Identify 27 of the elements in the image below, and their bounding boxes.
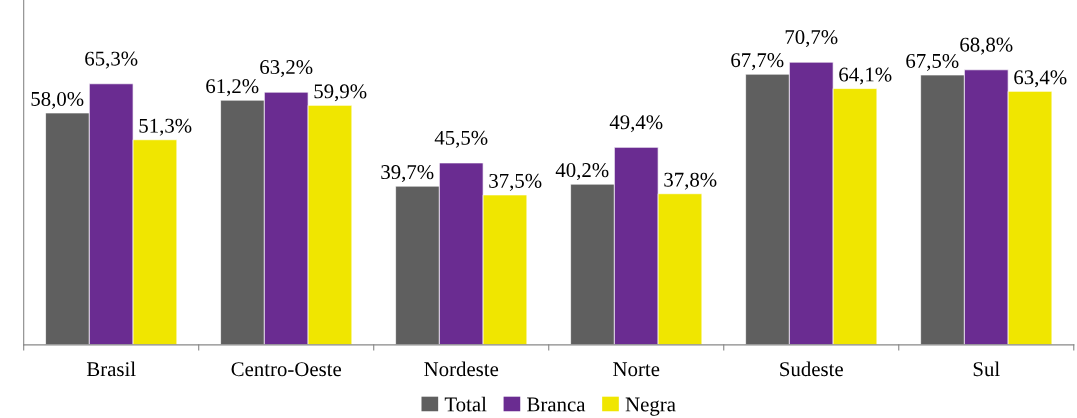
x-tick-label: Nordeste [424, 361, 499, 377]
data-label: 45,5% [434, 130, 488, 148]
data-label: 67,7% [731, 53, 784, 71]
data-label: 37,8% [664, 172, 717, 190]
data-label: 37,5% [489, 173, 542, 191]
data-label: 68,8% [960, 37, 1013, 55]
x-tick-label: Sudeste [780, 361, 843, 377]
data-label: 63,4% [1014, 70, 1067, 88]
legend-label: Branca [527, 397, 586, 412]
x-tick-label: Centro-Oeste [231, 362, 342, 377]
data-label: 51,3% [139, 118, 192, 136]
data-label: 67,5% [906, 53, 959, 71]
data-label: 58,0% [31, 91, 84, 109]
data-label: 64,1% [839, 67, 892, 85]
data-label: 40,2% [555, 163, 609, 181]
data-label: 61,2% [206, 79, 259, 97]
data-label: 63,2% [260, 59, 313, 78]
data-label: 70,7% [785, 30, 838, 48]
x-tick-label: Sul [973, 361, 1000, 377]
x-tick-label: Norte [613, 362, 660, 377]
legend-label: Total [444, 396, 487, 412]
legend-label: Negra [625, 397, 676, 416]
data-label: 39,7% [381, 165, 434, 183]
data-label: 65,3% [85, 51, 138, 69]
x-tick-label: Brasil [86, 361, 136, 377]
data-label: 49,4% [609, 115, 663, 133]
data-label: 59,9% [314, 84, 367, 102]
